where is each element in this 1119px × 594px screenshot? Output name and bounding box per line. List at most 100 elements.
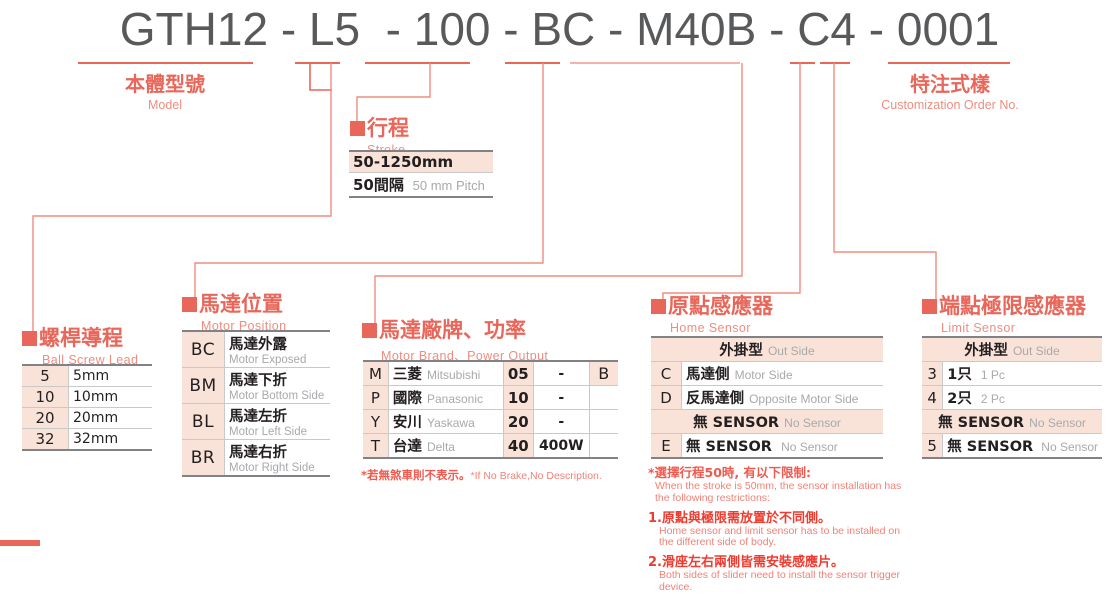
home-sensor-group-nosensor: 無 SENSOR No Sensor [651, 409, 883, 434]
home-sensor-en: Motor Side [734, 368, 793, 382]
motor-position-code: BL [182, 403, 225, 441]
brand-en: Panasonic [426, 392, 484, 406]
limit-sensor-desc: 無 SENSOR No Sensor [942, 433, 1102, 459]
table-row: M 三菱 Mitsubishi 05 - B [363, 360, 618, 386]
sensor-restriction-note: *選擇行程50時, 有以下限制: When the stroke is 50mm… [648, 462, 910, 594]
limit-sensor-heading: 端點極限感應器 Limit Sensor [922, 290, 1086, 335]
model-label-zh: 本體型號 [125, 72, 205, 96]
sensor-note-item-num: 2. [648, 555, 662, 570]
stroke-pitch-cell: 50間隔 50 mm Pitch [349, 172, 493, 198]
table-row: D 反馬達側 Opposite Motor Side [651, 385, 883, 410]
motor-position-zh: 馬達左折 [229, 409, 287, 426]
limit-sensor-group-nosensor-en: No Sensor [1029, 416, 1086, 430]
table-row: C 馬達側 Motor Side [651, 361, 883, 386]
limit-sensor-table: 外掛型 Out Side 3 1只 1 Pc 4 2只 2 Pc 無 SENSO… [922, 336, 1102, 459]
motor-position-en: Motor Left Side [229, 426, 307, 439]
brand-en: Mitsubishi [426, 368, 481, 382]
table-row: 4 2只 2 Pc [922, 385, 1102, 410]
table-row: 5 5mm [22, 364, 152, 387]
bullet-square-icon [182, 297, 197, 312]
brand-code: P [363, 385, 389, 410]
limit-sensor-group-outside-zh: 外掛型 [964, 343, 1008, 359]
home-sensor-group-nosensor-en: No Sensor [784, 416, 841, 430]
motor-position-desc: 馬達右折 Motor Right Side [224, 439, 330, 478]
power-value: - [533, 360, 590, 386]
model-label-en: Model [147, 98, 183, 112]
home-sensor-desc: 馬達側 Motor Side [681, 361, 883, 386]
sensor-note-item-en: Both sides of slider need to install the… [659, 569, 901, 593]
home-sensor-group-outside-zh: 外掛型 [719, 343, 763, 359]
lead-code: 20 [22, 407, 69, 429]
home-sensor-en: No Sensor [781, 440, 838, 454]
table-row: 無 SENSOR No Sensor [651, 409, 883, 434]
motor-position-heading-en: Motor Position [201, 319, 287, 333]
brand-name: 安川 Yaskawa [387, 409, 504, 434]
sensor-note-title-zh: *選擇行程50時, 有以下限制: [648, 465, 812, 480]
motor-position-zh: 馬達右折 [229, 445, 287, 462]
stroke-pitch-zh: 50間隔 [353, 176, 404, 194]
table-row: Y 安川 Yaskawa 20 - [363, 409, 618, 434]
table-row: 外掛型 Out Side [651, 336, 883, 362]
sensor-note-item: 2.滑座左右兩側皆需安裝感應片。 Both sides of slider ne… [648, 551, 910, 594]
brand-code: M [363, 360, 389, 386]
table-row: 20 20mm [22, 407, 152, 429]
home-sensor-code: D [651, 385, 682, 410]
power-value: 400W [533, 433, 590, 459]
spec-diagram: GTH12 - L5 - 100 - BC - M40B - C4 - 0001 [0, 3, 1102, 593]
brand-en: Delta [426, 440, 455, 454]
table-row: E 無 SENSOR No Sensor [651, 433, 883, 459]
ball-screw-lead-heading: 螺桿導程 Ball Screw Lead [22, 322, 138, 367]
brand-zh: 安川 [392, 415, 422, 431]
brand-zh: 三菱 [392, 367, 422, 383]
brand-code: Y [363, 409, 389, 434]
motor-brand-heading-zh: 馬達廠牌、功率 [379, 318, 526, 342]
power-code: 05 [502, 360, 534, 386]
brake-code [588, 409, 618, 434]
motor-position-code: BC [182, 330, 225, 369]
home-sensor-group-nosensor-zh: 無 SENSOR [693, 415, 780, 431]
lead-value: 10mm [68, 386, 152, 408]
motor-position-heading-zh: 馬達位置 [199, 292, 283, 316]
limit-sensor-desc: 1只 1 Pc [942, 361, 1102, 386]
limit-sensor-zh: 2只 [947, 391, 972, 407]
bullet-square-icon [922, 299, 937, 314]
customization-label: 特注式樣 Customization Order No. [880, 68, 1020, 112]
power-code: 40 [502, 433, 534, 459]
sensor-note-item-zh: 原點與極限需放置於不同側。 [661, 510, 831, 526]
motor-brand-note: *若無煞車則不表示。*If No Brake,No Description. [361, 464, 602, 483]
motor-position-desc: 馬達外露 Motor Exposed [224, 330, 330, 369]
limit-sensor-code: 4 [922, 385, 943, 410]
home-sensor-zh: 馬達側 [686, 367, 730, 383]
lead-value: 5mm [68, 364, 152, 387]
table-row: 3 1只 1 Pc [922, 361, 1102, 386]
brake-code: B [588, 360, 618, 386]
table-row: 32 32mm [22, 428, 152, 451]
motor-brand-note-zh: *若無煞車則不表示。 [361, 468, 471, 482]
table-row: 10 10mm [22, 386, 152, 408]
limit-sensor-en: 2 Pc [980, 392, 1005, 406]
limit-sensor-group-nosensor: 無 SENSOR No Sensor [922, 409, 1102, 434]
brand-name: 台達 Delta [387, 433, 504, 459]
motor-position-en: Motor Bottom Side [229, 390, 325, 403]
sensor-note-item-zh: 滑座左右兩側皆需安裝感應片。 [661, 555, 844, 570]
motor-position-zh: 馬達下折 [229, 373, 287, 390]
limit-sensor-group-nosensor-zh: 無 SENSOR [938, 415, 1025, 431]
home-sensor-group-outside: 外掛型 Out Side [651, 336, 883, 362]
table-row: BR 馬達右折 Motor Right Side [182, 439, 330, 478]
table-row: 50間隔 50 mm Pitch [349, 172, 493, 198]
brand-code: T [363, 433, 389, 459]
home-sensor-zh: 無 SENSOR [686, 439, 772, 455]
sensor-note-item-en: Home sensor and limit sensor has to be i… [659, 524, 901, 549]
table-row: 5 無 SENSOR No Sensor [922, 433, 1102, 459]
brand-zh: 台達 [392, 439, 422, 455]
home-sensor-heading-zh: 原點感應器 [668, 294, 773, 318]
stroke-table: 50-1250mm 50間隔 50 mm Pitch [349, 150, 493, 198]
lead-value: 20mm [68, 407, 152, 429]
motor-brand-heading-en: Motor Brand、Power Output [381, 349, 549, 363]
limit-sensor-group-outside-en: Out Side [1012, 344, 1060, 358]
brake-code [588, 385, 618, 410]
home-sensor-table: 外掛型 Out Side C 馬達側 Motor Side D 反馬達側 Opp… [651, 336, 883, 459]
home-sensor-group-outside-en: Out Side [767, 344, 815, 358]
motor-position-heading: 馬達位置 Motor Position [182, 288, 287, 333]
table-row: 50-1250mm [349, 150, 493, 173]
